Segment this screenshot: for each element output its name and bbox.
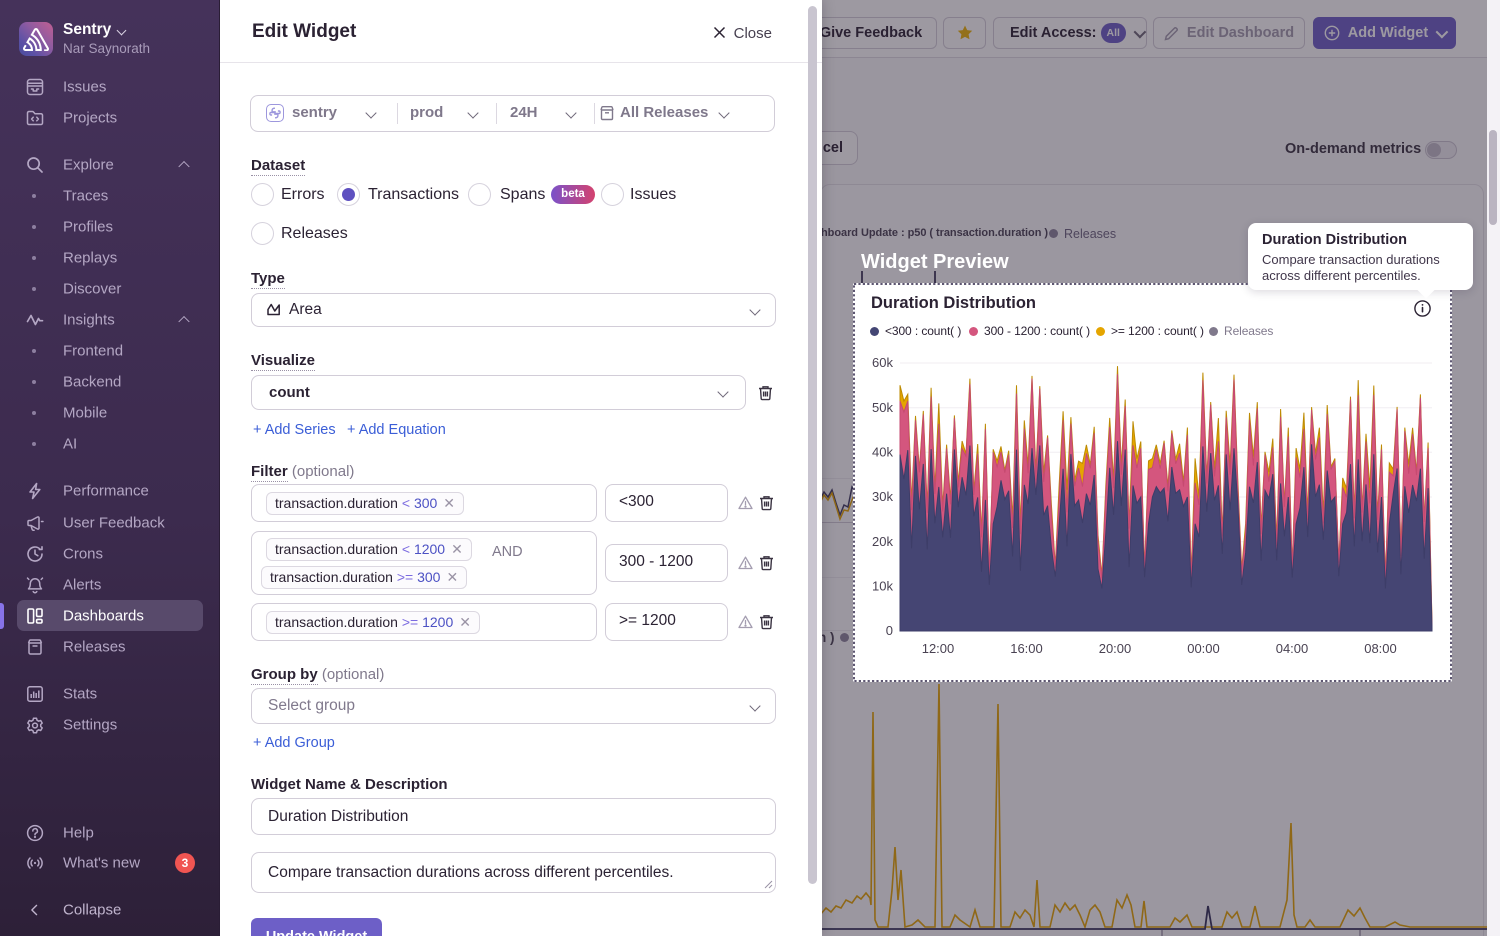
svg-text:30k: 30k: [872, 489, 893, 504]
svg-text:0: 0: [886, 623, 893, 638]
svg-text:60k: 60k: [872, 355, 893, 370]
svg-text:40k: 40k: [872, 445, 893, 460]
svg-text:00:00: 00:00: [1187, 641, 1220, 656]
svg-text:20k: 20k: [872, 534, 893, 549]
svg-text:04:00: 04:00: [1276, 641, 1309, 656]
svg-text:08:00: 08:00: [1364, 641, 1397, 656]
svg-text:12:00: 12:00: [922, 641, 955, 656]
svg-text:10k: 10k: [872, 579, 893, 594]
svg-text:50k: 50k: [872, 400, 893, 415]
svg-text:16:00: 16:00: [1010, 641, 1043, 656]
svg-text:20:00: 20:00: [1099, 641, 1132, 656]
